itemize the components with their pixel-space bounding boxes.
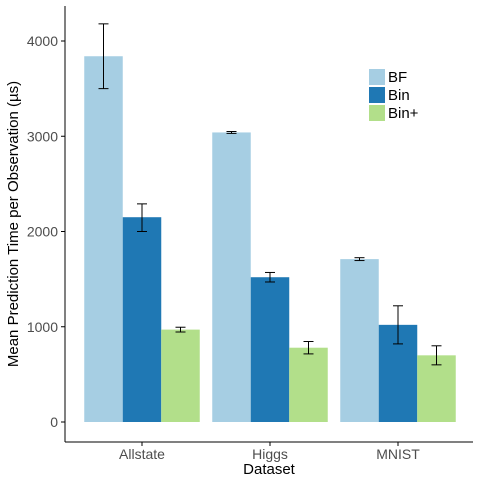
bar-bf-higgs — [212, 132, 251, 422]
error-bar-bin-mnist — [393, 305, 403, 345]
y-tick-label: 2000 — [27, 224, 58, 240]
error-bar-bin-higgs — [265, 271, 275, 283]
bar-bin-plus-allstate — [161, 329, 200, 422]
x-tick-label: MNIST — [376, 446, 420, 462]
bar-bf-mnist — [340, 259, 379, 422]
bar-bin-allstate — [122, 217, 162, 422]
bar-bin-higgs — [250, 277, 290, 422]
x-axis-title: Dataset — [243, 461, 296, 478]
x-axis-ticks: Allstate Higgs MNIST — [119, 442, 420, 462]
bar-bf-allstate — [84, 56, 123, 423]
error-bar-bf-allstate — [98, 23, 109, 90]
y-tick-label: 1000 — [27, 319, 58, 335]
x-tick-label: Higgs — [252, 446, 288, 462]
x-tick-label: Allstate — [119, 446, 165, 462]
legend-label-bf: BF — [388, 69, 407, 86]
y-tick-label: 3000 — [27, 128, 58, 144]
legend-swatch-bin — [369, 87, 385, 103]
y-axis-title: Mean Prediction Time per Observation (µs… — [5, 81, 22, 367]
legend-swatch-bin-plus — [369, 105, 385, 121]
legend-swatch-bf — [369, 69, 385, 85]
error-bar-bin-allstate — [137, 203, 147, 232]
y-tick-label: 4000 — [27, 33, 58, 49]
y-tick-label: 0 — [50, 414, 58, 430]
plot-area — [84, 23, 456, 423]
error-bar-bin-plus-mnist — [431, 345, 442, 366]
y-axis-ticks: 0 1000 2000 3000 4000 — [27, 33, 65, 430]
error-bar-bin-plus-higgs — [303, 341, 314, 355]
legend-label-bin-plus: Bin+ — [388, 105, 419, 122]
error-bar-bf-mnist — [354, 257, 365, 262]
bar-bin-plus-higgs — [289, 347, 328, 422]
error-bar-bf-higgs — [226, 130, 237, 134]
legend-label-bin: Bin — [388, 87, 410, 104]
error-bar-bin-plus-allstate — [175, 326, 186, 333]
bar-bin-plus-mnist — [417, 355, 456, 422]
